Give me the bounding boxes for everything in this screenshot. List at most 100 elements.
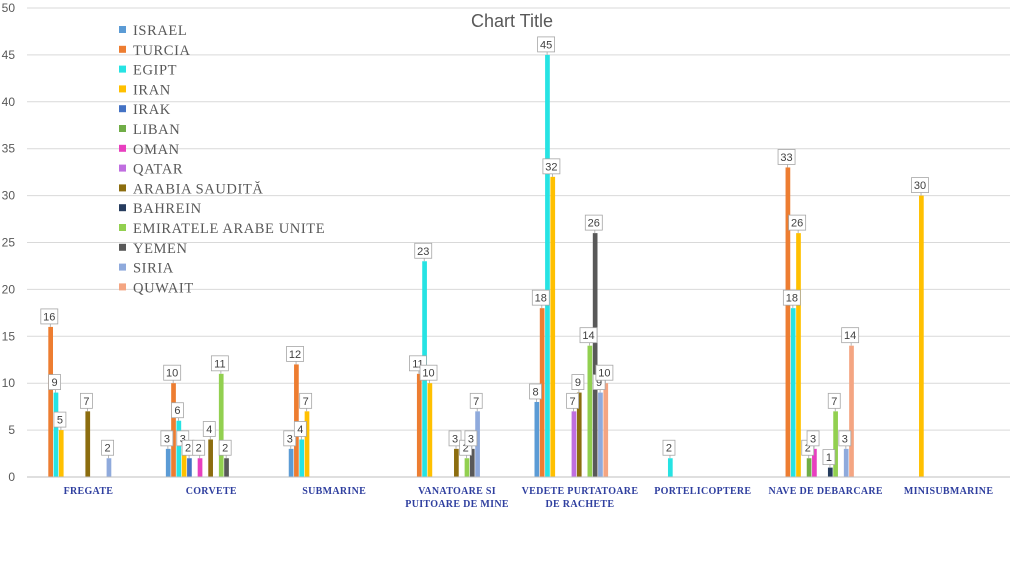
legend-label: IRAK (133, 102, 171, 118)
x-tick-label: PORTELICOPTERE (654, 486, 751, 497)
legend-swatch (119, 224, 126, 231)
x-tick-label: CORVETE (186, 486, 237, 497)
data-label: 26 (791, 218, 803, 230)
data-label: 23 (417, 246, 429, 258)
legend-label: EMIRATELE ARABE UNITE (133, 221, 325, 237)
data-label-box (192, 439, 206, 456)
data-label-box (542, 158, 561, 175)
legend-swatch (119, 26, 126, 33)
data-label: 3 (287, 433, 293, 445)
data-label: 2 (105, 443, 111, 455)
data-label: 18 (535, 293, 547, 305)
bar (539, 308, 545, 477)
data-label: 3 (452, 433, 458, 445)
x-tick-label: MINISUBMARINE (904, 486, 993, 497)
data-label: 9 (596, 377, 602, 389)
data-label-box (419, 364, 438, 381)
legend-swatch (119, 105, 126, 113)
x-tick-label: NAVE DE DEBARCARE (768, 486, 882, 497)
data-label-box (531, 289, 550, 306)
data-label-box (469, 392, 483, 409)
data-label-box (293, 421, 307, 437)
legend-swatch (119, 164, 126, 172)
data-label-box (202, 421, 216, 437)
legend-label: EGIPT (133, 63, 177, 79)
bar (187, 458, 192, 477)
y-tick-label: 10 (2, 376, 16, 390)
data-label: 8 (532, 386, 538, 398)
data-label: 2 (222, 443, 228, 455)
data-label-box (40, 308, 59, 325)
data-label: 1 (826, 452, 832, 464)
data-label-box (841, 327, 860, 344)
data-label-box (80, 392, 93, 409)
bar (587, 345, 593, 477)
y-tick-label: 35 (2, 142, 16, 156)
x-tick-label: SUBMARINE (302, 486, 366, 497)
y-tick-label: 25 (2, 236, 16, 250)
data-label: 9 (575, 377, 581, 389)
y-tick-label: 20 (2, 282, 16, 296)
data-label-box (822, 449, 836, 466)
data-label-box (566, 392, 579, 409)
bar (592, 233, 598, 477)
bar (550, 176, 556, 477)
x-tick-label: VEDETE PURTATOARE (522, 486, 639, 497)
bar (812, 448, 817, 477)
bar (181, 448, 187, 477)
data-label-box (448, 430, 462, 447)
bar (304, 411, 310, 477)
data-label: 16 (43, 311, 55, 323)
bar (919, 195, 924, 477)
y-tick-label: 50 (2, 1, 16, 15)
data-label-box (777, 149, 796, 165)
data-label: 11 (412, 358, 423, 370)
bars (48, 54, 924, 478)
data-label-box (171, 402, 184, 419)
bar (85, 411, 91, 477)
bar (299, 439, 305, 477)
data-label: 33 (780, 152, 792, 164)
data-label-box (48, 374, 61, 390)
x-tick-label: VANATOARE SI (418, 486, 496, 497)
y-tick-label: 0 (8, 470, 15, 484)
data-label: 10 (422, 368, 434, 380)
data-label: 26 (588, 218, 600, 230)
data-label-box (911, 177, 929, 194)
legend-label: SIRIA (133, 261, 174, 277)
data-label: 3 (164, 433, 170, 445)
data-label: 11 (214, 358, 225, 370)
data-label: 30 (914, 180, 926, 192)
legend-swatch (119, 45, 126, 53)
data-label-box (838, 430, 852, 447)
data-label: 10 (166, 368, 178, 380)
bar (843, 448, 849, 477)
bar (576, 392, 582, 477)
legend-label: LIBAN (133, 122, 180, 138)
bar (197, 458, 203, 477)
y-tick-label: 40 (2, 95, 16, 109)
bar (827, 467, 833, 477)
data-label: 9 (52, 377, 58, 389)
bar (667, 458, 673, 477)
chart-title: Chart Title (471, 11, 553, 31)
data-label: 32 (545, 161, 557, 173)
legend-label: OMAN (133, 142, 180, 158)
bar (176, 420, 182, 477)
bar (294, 364, 299, 477)
legend-label: BAHREIN (133, 201, 202, 217)
data-label-box (53, 411, 67, 428)
data-label-box (529, 383, 542, 400)
data-label: 6 (174, 405, 180, 417)
legend-swatch (119, 283, 126, 291)
legend-swatch (119, 65, 126, 73)
bar (785, 167, 791, 477)
bar (534, 401, 540, 477)
bar (598, 392, 603, 477)
y-tick-label: 15 (2, 329, 16, 343)
data-label-box (571, 374, 585, 390)
data-label-box (210, 355, 229, 372)
data-label-box (827, 392, 841, 409)
legend-label: TURCIA (133, 43, 191, 59)
data-label: 12 (289, 349, 301, 361)
